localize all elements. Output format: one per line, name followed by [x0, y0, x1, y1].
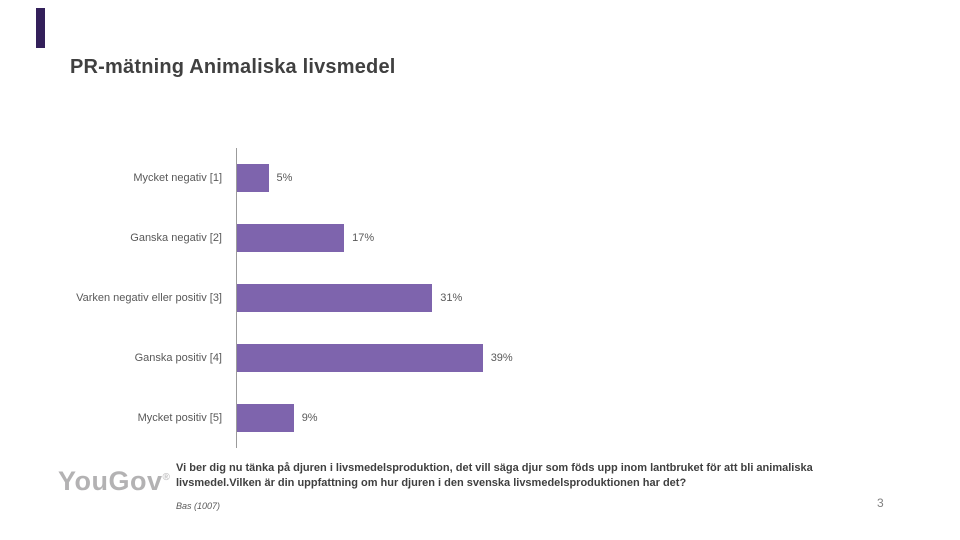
value-label: 31%	[440, 292, 463, 304]
chart-row: Mycket negativ [1] 5%	[64, 148, 894, 208]
plot-area: 31%	[236, 268, 894, 328]
plot-area: 39%	[236, 328, 894, 388]
yougov-logo-text: YouGov	[58, 466, 163, 496]
category-label: Mycket positiv [5]	[137, 412, 222, 424]
value-label: 17%	[352, 232, 375, 244]
base-label: Bas (1007)	[176, 501, 221, 511]
plot-area: 9%	[236, 388, 894, 448]
page-title: PR-mätning Animaliska livsmedel	[70, 56, 396, 78]
plot-area: 17%	[236, 208, 894, 268]
page-number: 3	[877, 496, 884, 510]
value-label: 5%	[276, 172, 293, 184]
bar	[237, 344, 483, 372]
category-label: Ganska negativ [2]	[130, 232, 222, 244]
category-label: Mycket negativ [1]	[133, 172, 222, 184]
value-label: 9%	[301, 412, 318, 424]
plot-area: 5%	[236, 148, 894, 208]
category-label: Ganska positiv [4]	[134, 352, 222, 364]
chart-row: Varken negativ eller positiv [3] 31%	[64, 268, 894, 328]
registered-mark-icon: ®	[162, 472, 171, 483]
bar-chart: Mycket negativ [1] 5% Ganska negativ [2]…	[64, 148, 894, 448]
chart-row: Ganska positiv [4] 39%	[64, 328, 894, 388]
question-text: Vi ber dig nu tänka på djuren i livsmede…	[176, 462, 813, 490]
value-label: 39%	[490, 352, 513, 364]
bar	[237, 284, 433, 312]
yougov-logo: YouGov®	[58, 466, 170, 497]
corner-accent	[36, 8, 45, 48]
bar	[237, 404, 294, 432]
chart-row: Ganska negativ [2] 17%	[64, 208, 894, 268]
category-label: Varken negativ eller positiv [3]	[76, 292, 222, 304]
bar	[237, 164, 269, 192]
bar	[237, 224, 345, 252]
chart-row: Mycket positiv [5] 9%	[64, 388, 894, 448]
